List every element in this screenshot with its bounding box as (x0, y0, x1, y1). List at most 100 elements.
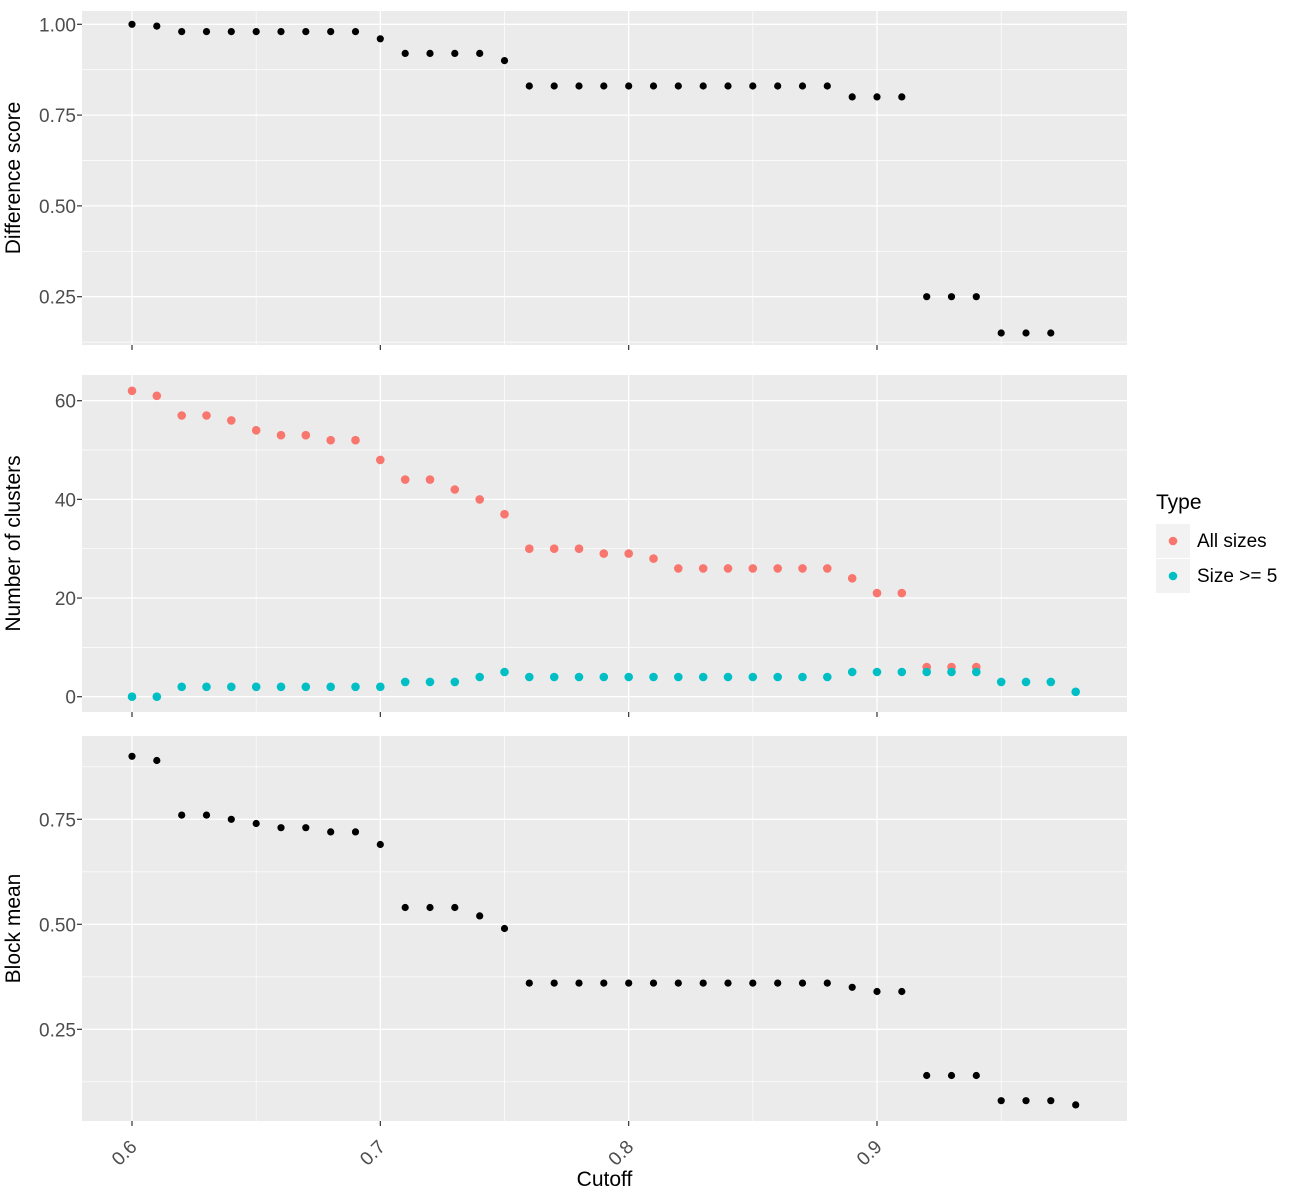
data-point (848, 93, 856, 101)
data-point (451, 49, 459, 58)
data-point (450, 677, 460, 687)
data-point (674, 82, 682, 90)
data-point (723, 564, 733, 573)
data-point (525, 672, 534, 682)
data-point (897, 588, 907, 598)
data-point (276, 430, 286, 440)
y-tick-label: 1.00 (39, 15, 76, 36)
data-point (748, 564, 758, 573)
data-point (674, 672, 683, 682)
data-point (748, 672, 758, 682)
data-point (425, 677, 435, 687)
data-point (1021, 677, 1031, 687)
data-point (127, 386, 137, 396)
data-point (127, 692, 137, 701)
data-point (847, 667, 857, 677)
data-point (1046, 677, 1056, 687)
data-point (178, 811, 186, 819)
data-point (400, 677, 410, 687)
data-point (947, 667, 956, 677)
data-point (997, 1097, 1005, 1105)
data-point (699, 82, 707, 90)
data-point (798, 979, 807, 987)
data-point (426, 49, 434, 58)
data-point (500, 509, 509, 519)
series-all-sizes-points (127, 386, 981, 672)
data-point (153, 22, 161, 30)
data-point (401, 903, 409, 912)
data-point (251, 426, 261, 435)
panel-background (82, 11, 1127, 345)
data-point (302, 824, 310, 832)
data-point (897, 667, 907, 677)
data-point (749, 979, 757, 987)
data-point (549, 544, 559, 553)
y-tick-label: 20 (55, 589, 76, 610)
data-point (947, 293, 956, 301)
y-axis-title: Difference score (2, 102, 25, 255)
data-point (1022, 1097, 1030, 1105)
legend-key-dot (1168, 536, 1178, 546)
data-point (153, 756, 161, 765)
data-point (450, 485, 460, 494)
data-point (625, 979, 633, 987)
y-tick-label: 60 (55, 392, 76, 413)
data-point (227, 28, 235, 36)
legend-title: Type (1156, 491, 1202, 514)
data-point (476, 912, 484, 920)
y-tick-label: 40 (55, 490, 76, 511)
data-point (476, 49, 484, 58)
y-tick-label: 0.25 (39, 1020, 76, 1041)
data-point (1047, 329, 1055, 337)
data-point (549, 672, 559, 682)
data-point (202, 682, 211, 692)
data-point (252, 819, 260, 828)
data-point (698, 672, 708, 682)
data-point (202, 28, 211, 36)
data-point (525, 544, 534, 553)
data-point (649, 672, 658, 682)
legend-entry-label: All sizes (1197, 531, 1267, 552)
data-point (202, 411, 211, 420)
data-point (723, 672, 733, 682)
data-point (401, 49, 409, 58)
data-point (624, 672, 633, 682)
data-point (649, 554, 658, 563)
data-point (823, 979, 831, 987)
data-point (1071, 687, 1080, 697)
data-point (600, 979, 608, 987)
data-point (575, 979, 583, 987)
y-tick-label: 0 (65, 688, 76, 709)
y-tick-label: 0.50 (39, 915, 76, 936)
data-point (128, 752, 136, 760)
data-point (972, 667, 981, 677)
data-point (152, 391, 162, 401)
data-point (649, 82, 658, 90)
x-axis-title: Cutoff (577, 1168, 633, 1191)
data-point (425, 475, 435, 484)
data-point (550, 979, 558, 987)
data-point (277, 824, 285, 832)
data-point (823, 564, 832, 573)
data-point (351, 28, 360, 36)
data-point (872, 667, 882, 677)
data-point (774, 979, 782, 987)
data-point (848, 983, 856, 991)
data-point (326, 682, 336, 692)
data-point (327, 828, 335, 836)
data-point (996, 677, 1006, 687)
data-point (575, 82, 583, 90)
data-point (500, 924, 509, 933)
data-point (923, 1071, 931, 1080)
data-point (923, 293, 931, 301)
data-point (1022, 329, 1030, 337)
data-point (227, 815, 235, 823)
data-point (128, 20, 136, 28)
data-point (823, 82, 831, 90)
data-point (500, 667, 509, 677)
data-point (574, 544, 584, 553)
series-size-ge-5-points (127, 667, 1080, 701)
data-point (351, 435, 360, 445)
data-point (376, 682, 385, 692)
data-point (276, 682, 286, 692)
